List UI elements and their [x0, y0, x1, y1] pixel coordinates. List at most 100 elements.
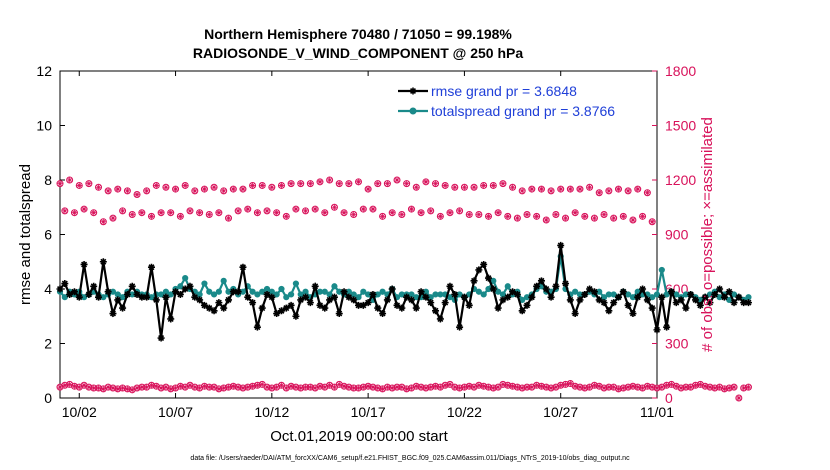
obs-count-point — [528, 185, 536, 193]
y-axis-ticks: 0 2 4 6 8 10 12 — [36, 63, 65, 406]
obs-count-point — [95, 384, 103, 392]
obs-count-point — [610, 214, 618, 222]
y2-tick-label: 1800 — [665, 63, 696, 79]
y2-tick-label: 1200 — [665, 172, 696, 188]
rmse-point — [253, 323, 261, 331]
obs-count-point — [412, 183, 420, 191]
rmse-point — [489, 285, 497, 293]
obs-count-point — [253, 381, 261, 389]
totalspread-point — [196, 291, 203, 298]
rmse-point — [80, 260, 88, 268]
rmse-point — [412, 304, 420, 312]
rmse-point — [711, 290, 719, 298]
totalspread-point — [273, 291, 280, 298]
obs-count-point — [533, 381, 541, 389]
x-tick-label: 10/27 — [543, 404, 578, 420]
rmse-point — [658, 293, 666, 301]
totalspread-point — [475, 288, 482, 295]
rmse-point — [95, 293, 103, 301]
rmse-point — [350, 296, 358, 304]
obs-count-point — [509, 382, 517, 390]
totalspread-point — [480, 291, 487, 298]
rmse-point — [388, 285, 396, 293]
y-tick-label: 4 — [44, 281, 52, 297]
obs-count-point — [422, 178, 430, 186]
obs-count-point — [537, 382, 545, 390]
obs-count-point — [562, 380, 570, 388]
obs-count-point — [624, 383, 632, 391]
obs-count-point — [277, 181, 285, 189]
obs-count-point — [200, 185, 208, 193]
obs-count-point — [383, 383, 391, 391]
obs-count-point — [460, 383, 468, 391]
obs-count-point — [359, 383, 367, 391]
obs-count-point — [735, 394, 743, 402]
obs-count-point — [557, 381, 565, 389]
obs-count-point — [619, 212, 627, 220]
obs-count-point — [345, 180, 353, 188]
rmse-point — [133, 290, 141, 298]
obs-count-point — [114, 185, 122, 193]
obs-count-point — [123, 187, 131, 195]
obs-count-point — [167, 209, 175, 217]
rmse-point — [701, 293, 709, 301]
totalspread-point — [745, 294, 752, 301]
rmse-point — [528, 293, 536, 301]
rmse-point — [465, 301, 473, 309]
obs-count-point — [480, 181, 488, 189]
obs-count-point — [720, 385, 728, 393]
obs-count-point — [643, 189, 651, 197]
obs-count-point — [590, 214, 598, 222]
obs-count-point — [600, 211, 608, 219]
totalspread-point — [210, 291, 218, 298]
obs-count-point — [292, 205, 300, 213]
obs-count-point — [614, 185, 622, 193]
rmse-point — [542, 285, 550, 293]
obs-count-point — [566, 185, 574, 193]
rmse-point — [672, 299, 680, 307]
rmse-point — [85, 290, 93, 298]
rmse-point — [432, 307, 440, 315]
rmse-point — [504, 293, 512, 301]
totalspread-point — [292, 280, 300, 287]
legend: rmse grand pr = 3.6848 totalspread grand… — [395, 79, 650, 121]
rmse-point — [99, 258, 107, 266]
obs-count-point — [494, 209, 502, 217]
obs-count-point — [297, 384, 305, 392]
rmse-point — [552, 282, 560, 290]
obs-count-point — [114, 385, 122, 393]
y2-axis-label: # of obs: o=possible; ×=assimilated — [699, 117, 716, 352]
rmse-point — [239, 263, 247, 271]
obs-count-point — [393, 176, 401, 184]
obs-count-point — [432, 382, 440, 390]
obs-count-point — [586, 183, 594, 191]
obs-count-point — [523, 211, 531, 219]
rmse-point — [61, 280, 69, 288]
obs-count-point — [239, 384, 247, 392]
totalspread-point — [408, 291, 415, 298]
rmse-point — [682, 304, 690, 312]
series-layer — [56, 241, 752, 342]
rmse-point — [417, 288, 425, 296]
obs-count-point — [316, 382, 324, 390]
obs-count-point — [470, 183, 478, 191]
obs-count-point — [403, 385, 411, 393]
rmse-point — [119, 304, 127, 312]
obs-count-point — [244, 383, 252, 391]
obs-count-point — [225, 214, 233, 222]
rmse-point — [422, 293, 430, 301]
rmse-point — [643, 296, 651, 304]
rmse-point — [316, 301, 324, 309]
rmse-point — [306, 299, 314, 307]
obs-count-point — [730, 383, 738, 391]
rmse-point — [75, 293, 83, 301]
obs-count-point — [465, 382, 473, 390]
rmse-point — [273, 310, 281, 318]
obs-count-point — [605, 187, 613, 195]
totalspread-point — [287, 291, 295, 298]
obs-count-point — [398, 211, 406, 219]
rmse-point — [220, 304, 228, 312]
obs-count-point — [533, 212, 541, 220]
rmse-point — [297, 296, 305, 304]
legend-label-rmse: rmse grand pr = 3.6848 — [431, 83, 577, 99]
